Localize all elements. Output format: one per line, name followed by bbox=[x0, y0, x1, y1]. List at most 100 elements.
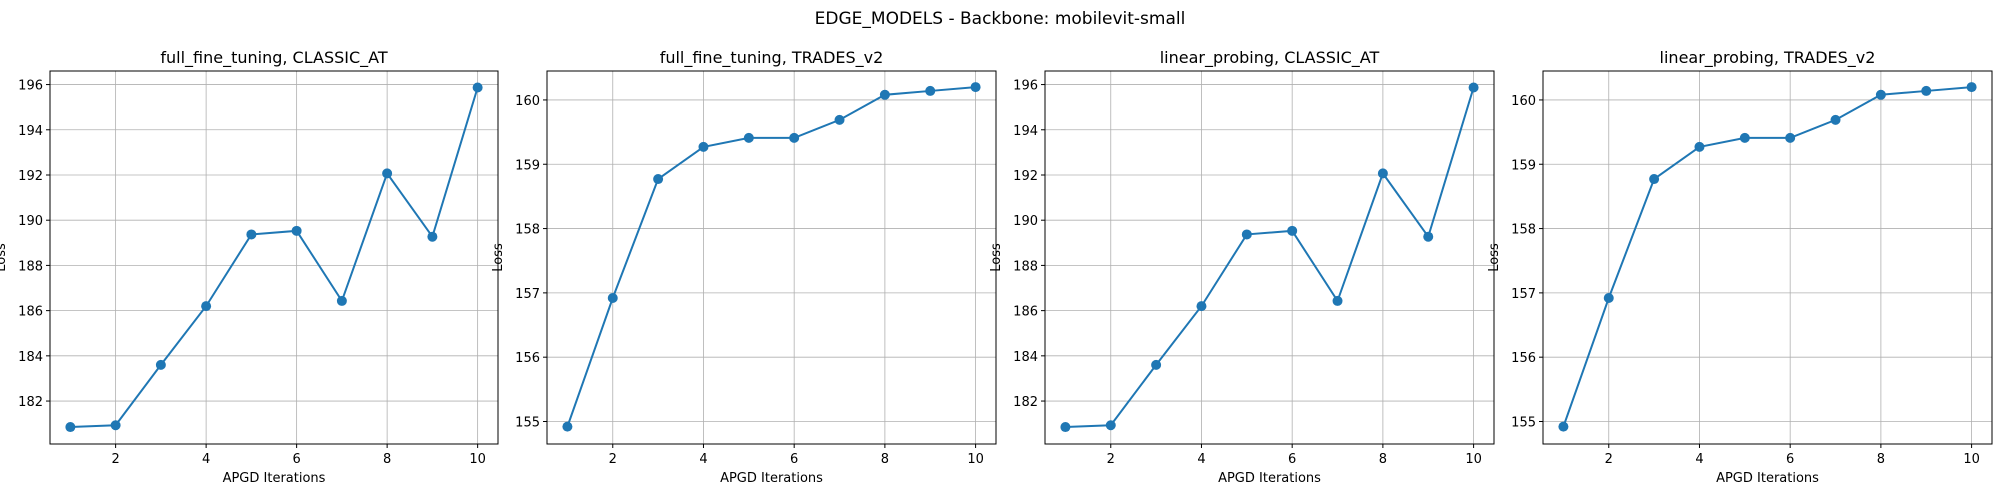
data-point bbox=[607, 293, 618, 304]
data-point bbox=[1603, 293, 1614, 304]
y-tick-label: 157 bbox=[1511, 287, 1536, 302]
y-tick-label: 184 bbox=[18, 350, 43, 365]
x-tick-label: 8 bbox=[383, 452, 391, 467]
x-tick-label: 2 bbox=[609, 452, 617, 467]
data-point bbox=[925, 85, 936, 96]
x-tick-label: 2 bbox=[111, 452, 119, 467]
data-point bbox=[970, 82, 981, 93]
data-point bbox=[336, 295, 347, 306]
x-axis-label: APGD Iterations bbox=[223, 471, 326, 486]
data-point bbox=[1739, 132, 1750, 143]
series-line bbox=[70, 87, 479, 429]
data-point bbox=[1332, 295, 1343, 306]
data-point bbox=[834, 114, 845, 125]
y-tick-label: 188 bbox=[1013, 259, 1038, 274]
data-point bbox=[1151, 359, 1162, 370]
y-tick-label: 192 bbox=[1013, 169, 1038, 184]
data-point bbox=[789, 132, 800, 143]
x-tick-label: 2 bbox=[1107, 452, 1115, 467]
data-point bbox=[155, 359, 166, 370]
y-tick-label: 182 bbox=[18, 395, 43, 410]
data-point bbox=[1649, 174, 1660, 185]
data-point bbox=[65, 422, 76, 433]
data-point bbox=[382, 168, 393, 179]
series-line bbox=[566, 86, 976, 427]
x-axis-label: APGD Iterations bbox=[1716, 471, 1819, 486]
x-tick-label: 10 bbox=[469, 452, 486, 467]
x-tick-label: 10 bbox=[967, 452, 984, 467]
x-tick-label: 6 bbox=[1288, 452, 1296, 467]
data-point bbox=[1423, 231, 1434, 242]
y-tick-label: 158 bbox=[1511, 223, 1536, 238]
y-axis-label: Loss bbox=[989, 243, 1004, 272]
chart-panel-1: 2 4 6 8 10 182 184 186 188 190 192 194 196 full_fine_… bbox=[0, 48, 499, 486]
x-tick-label: 4 bbox=[1197, 452, 1205, 467]
chart-title: full_fine_tuning, CLASSIC_AT bbox=[160, 48, 388, 68]
data-point bbox=[1921, 85, 1932, 96]
data-point bbox=[743, 132, 754, 143]
x-tick-label: 6 bbox=[1786, 452, 1794, 467]
x-tick-label: 6 bbox=[292, 452, 300, 467]
y-tick-label: 156 bbox=[1511, 351, 1536, 366]
y-tick-label: 196 bbox=[1013, 79, 1038, 94]
data-point bbox=[1694, 141, 1705, 152]
data-point bbox=[201, 301, 212, 312]
data-point bbox=[472, 82, 483, 93]
data-point bbox=[1830, 114, 1841, 125]
data-point bbox=[246, 229, 257, 240]
data-point bbox=[562, 421, 573, 432]
data-point bbox=[1558, 421, 1569, 432]
data-point bbox=[1875, 89, 1886, 100]
y-tick-label: 194 bbox=[1013, 124, 1038, 139]
x-tick-label: 4 bbox=[699, 452, 707, 467]
chart-title: full_fine_tuning, TRADES_v2 bbox=[660, 48, 884, 68]
y-tick-label: 158 bbox=[515, 223, 540, 238]
data-point bbox=[879, 89, 890, 100]
series-line bbox=[1065, 87, 1475, 429]
x-tick-label: 4 bbox=[1695, 452, 1703, 467]
data-point bbox=[1060, 422, 1071, 433]
figure-suptitle: EDGE_MODELS - Backbone: mobilevit-small bbox=[815, 9, 1186, 29]
data-point bbox=[1196, 301, 1207, 312]
y-tick-label: 184 bbox=[1013, 350, 1038, 365]
data-point bbox=[1966, 82, 1977, 93]
x-tick-label: 2 bbox=[1605, 452, 1613, 467]
x-axis-label: APGD Iterations bbox=[1218, 471, 1321, 486]
axes-frame bbox=[1044, 70, 1495, 445]
y-tick-label: 196 bbox=[18, 79, 43, 94]
data-point bbox=[653, 174, 664, 185]
y-tick-label: 157 bbox=[515, 287, 540, 302]
chart-title: linear_probing, CLASSIC_AT bbox=[1160, 48, 1380, 68]
x-tick-label: 8 bbox=[1877, 452, 1885, 467]
chart-panel-2: 2 4 6 8 10 155 156 157 158 159 160 full_fine_tuning… bbox=[491, 48, 997, 486]
y-tick-label: 155 bbox=[515, 415, 540, 430]
y-tick-label: 186 bbox=[18, 305, 43, 320]
x-tick-label: 6 bbox=[790, 452, 798, 467]
axes-frame bbox=[546, 70, 997, 445]
y-tick-label: 160 bbox=[515, 94, 540, 109]
y-tick-label: 194 bbox=[18, 124, 43, 139]
x-tick-label: 8 bbox=[881, 452, 889, 467]
chart-title: linear_probing, TRADES_v2 bbox=[1660, 48, 1876, 68]
data-point bbox=[1377, 168, 1388, 179]
x-axis-label: APGD Iterations bbox=[720, 471, 823, 486]
y-tick-label: 159 bbox=[1511, 158, 1536, 173]
chart-panel-3: 2 4 6 8 10 182 184 186 188 190 192 194 196 linear_pro… bbox=[989, 48, 1495, 486]
y-axis-label: Loss bbox=[491, 243, 506, 272]
data-point bbox=[291, 225, 302, 236]
x-tick-label: 4 bbox=[202, 452, 210, 467]
y-tick-label: 192 bbox=[18, 169, 43, 184]
y-axis-label: Loss bbox=[1487, 243, 1502, 272]
y-tick-label: 190 bbox=[1013, 214, 1038, 229]
series-line bbox=[1562, 86, 1972, 427]
data-point bbox=[1241, 229, 1252, 240]
y-tick-label: 188 bbox=[18, 259, 43, 274]
data-point bbox=[1287, 225, 1298, 236]
charts-container: 2 4 6 8 10 182 184 186 188 190 192 194 196 full_fine_… bbox=[0, 48, 1993, 486]
chart-panel-4: 2 4 6 8 10 155 156 157 158 159 160 linear_probing, … bbox=[1487, 48, 1993, 486]
x-tick-label: 8 bbox=[1379, 452, 1387, 467]
y-tick-label: 190 bbox=[18, 214, 43, 229]
y-tick-label: 159 bbox=[515, 158, 540, 173]
y-tick-label: 160 bbox=[1511, 94, 1536, 109]
